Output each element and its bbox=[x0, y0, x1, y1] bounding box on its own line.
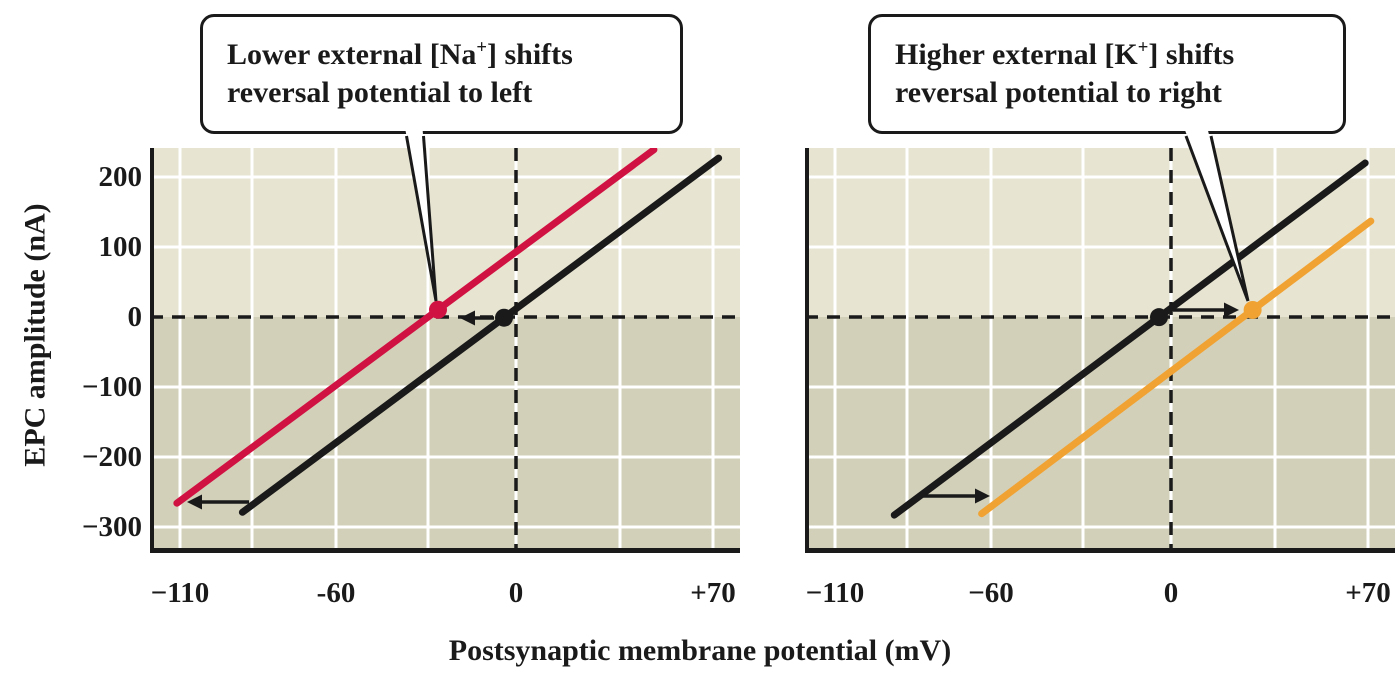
reversal-dot-shifted bbox=[429, 300, 447, 319]
y-tick-label: −300 bbox=[81, 511, 142, 543]
callout-higher-k: Higher external [K+] shifts reversal pot… bbox=[868, 14, 1346, 134]
y-tick-label: 200 bbox=[98, 161, 143, 193]
callout-lower-na-line2: reversal potential to left bbox=[227, 74, 670, 112]
plot-lower-na bbox=[150, 148, 740, 553]
x-tick-label: −60 bbox=[968, 577, 1014, 609]
reversal-dot-control bbox=[495, 308, 513, 327]
callout-text: ] shifts bbox=[486, 38, 573, 71]
reversal-dot-control bbox=[1150, 308, 1168, 327]
y-tick-label: −200 bbox=[81, 441, 142, 473]
iv-line-control bbox=[890, 159, 1369, 519]
x-tick-label: 0 bbox=[508, 577, 524, 609]
iv-line-shifted bbox=[978, 217, 1375, 518]
x-tick-label: +70 bbox=[1345, 577, 1391, 609]
callout-higher-k-line1: Higher external [K+] shifts bbox=[895, 36, 1333, 74]
callout-text: reversal potential to left bbox=[227, 76, 533, 109]
callout-lower-na: Lower external [Na+] shifts reversal pot… bbox=[200, 14, 683, 134]
callout-lower-na-line1: Lower external [Na+] shifts bbox=[227, 36, 670, 74]
x-axis-title: Postsynaptic membrane potential (mV) bbox=[448, 634, 952, 667]
superscript-plus: + bbox=[476, 37, 487, 58]
shift-arrow-head bbox=[975, 488, 990, 504]
plot-background-upper bbox=[150, 148, 740, 317]
callout-text: reversal potential to right bbox=[895, 76, 1222, 109]
plot-background-lower bbox=[150, 317, 740, 553]
x-tick-label: -60 bbox=[316, 577, 356, 609]
reversal-dot-shifted bbox=[1243, 300, 1262, 319]
plot-higher-k bbox=[805, 148, 1395, 553]
superscript-plus: + bbox=[1137, 37, 1149, 58]
shift-arrow-head bbox=[460, 310, 475, 326]
x-tick-label: −110 bbox=[805, 577, 865, 609]
callout-higher-k-line2: reversal potential to right bbox=[895, 74, 1333, 112]
x-tick-label: −110 bbox=[150, 577, 210, 609]
iv-line-control bbox=[238, 154, 723, 516]
y-tick-label: 0 bbox=[127, 301, 143, 333]
plot-background-lower bbox=[805, 317, 1395, 553]
plot-background-upper bbox=[805, 148, 1395, 317]
y-tick-label: −100 bbox=[81, 371, 142, 403]
shift-arrow-head bbox=[1224, 302, 1239, 318]
callout-text: Higher external [K bbox=[895, 38, 1138, 71]
callout-text: ] shifts bbox=[1148, 38, 1235, 71]
x-tick-label: +70 bbox=[690, 577, 736, 609]
x-tick-label: 0 bbox=[1163, 577, 1179, 609]
callout-text: Lower external [Na bbox=[227, 38, 477, 71]
shift-arrow-head bbox=[187, 494, 202, 510]
y-tick-label: 100 bbox=[98, 231, 143, 263]
iv-line-shifted bbox=[173, 148, 658, 507]
